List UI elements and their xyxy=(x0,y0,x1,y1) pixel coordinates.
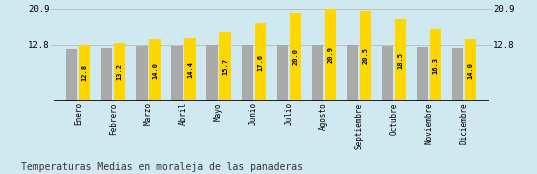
Text: 14.0: 14.0 xyxy=(152,62,158,79)
Bar xyxy=(417,47,428,101)
Bar xyxy=(114,43,126,101)
Text: 18.5: 18.5 xyxy=(397,52,403,69)
Bar xyxy=(242,45,253,101)
Bar xyxy=(220,32,231,101)
Text: 20.5: 20.5 xyxy=(362,47,368,64)
Bar xyxy=(206,45,217,101)
Bar xyxy=(277,45,288,101)
Text: 20.9: 20.9 xyxy=(327,46,333,63)
Bar xyxy=(66,49,77,101)
Text: 13.2: 13.2 xyxy=(117,63,123,80)
Bar xyxy=(79,45,90,101)
Bar xyxy=(325,9,336,101)
Bar xyxy=(149,39,161,101)
Bar xyxy=(136,46,148,101)
Bar xyxy=(311,45,323,101)
Text: 16.3: 16.3 xyxy=(432,57,439,74)
Bar xyxy=(184,38,195,101)
Bar xyxy=(465,39,476,101)
Bar xyxy=(360,11,371,101)
Text: Temperaturas Medias en moraleja de las panaderas: Temperaturas Medias en moraleja de las p… xyxy=(21,162,303,172)
Bar xyxy=(289,13,301,101)
Bar xyxy=(347,45,358,101)
Text: 14.4: 14.4 xyxy=(187,61,193,78)
Bar xyxy=(382,46,393,101)
Bar xyxy=(255,23,266,101)
Text: 15.7: 15.7 xyxy=(222,58,228,75)
Bar xyxy=(101,48,112,101)
Bar xyxy=(171,46,183,101)
Bar xyxy=(430,29,441,101)
Text: 17.6: 17.6 xyxy=(257,54,263,71)
Text: 14.0: 14.0 xyxy=(468,62,474,79)
Bar xyxy=(395,19,406,101)
Text: 20.0: 20.0 xyxy=(292,48,298,65)
Text: 12.8: 12.8 xyxy=(82,64,88,81)
Bar xyxy=(452,48,463,101)
